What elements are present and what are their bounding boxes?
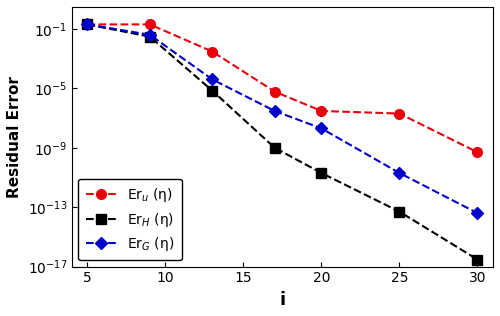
Er$_H$ (η)	[272, 146, 278, 150]
Er$_u$ (η)	[272, 90, 278, 94]
Er$_u$ (η)	[147, 22, 153, 26]
Er$_G$ (η)	[396, 171, 402, 175]
Line: Er$_H$ (η): Er$_H$ (η)	[82, 20, 482, 264]
Er$_u$ (η)	[396, 112, 402, 115]
Line: Er$_u$ (η): Er$_u$ (η)	[82, 20, 482, 157]
Er$_u$ (η)	[318, 109, 324, 113]
X-axis label: i: i	[280, 291, 285, 309]
Legend: Er$_u$ (η), Er$_H$ (η), Er$_G$ (η): Er$_u$ (η), Er$_H$ (η), Er$_G$ (η)	[78, 179, 182, 260]
Er$_H$ (η)	[474, 258, 480, 261]
Er$_H$ (η)	[318, 171, 324, 175]
Line: Er$_G$ (η): Er$_G$ (η)	[84, 20, 481, 217]
Er$_G$ (η)	[84, 22, 90, 26]
Er$_G$ (η)	[474, 211, 480, 215]
Er$_G$ (η)	[147, 33, 153, 37]
Er$_u$ (η)	[474, 150, 480, 154]
Er$_H$ (η)	[84, 22, 90, 26]
Er$_H$ (η)	[396, 210, 402, 214]
Er$_u$ (η)	[84, 22, 90, 26]
Y-axis label: Residual Error: Residual Error	[7, 76, 22, 198]
Er$_G$ (η)	[272, 109, 278, 113]
Er$_G$ (η)	[318, 126, 324, 130]
Er$_G$ (η)	[210, 77, 216, 81]
Er$_H$ (η)	[147, 35, 153, 39]
Er$_H$ (η)	[210, 89, 216, 93]
Er$_u$ (η)	[210, 50, 216, 53]
